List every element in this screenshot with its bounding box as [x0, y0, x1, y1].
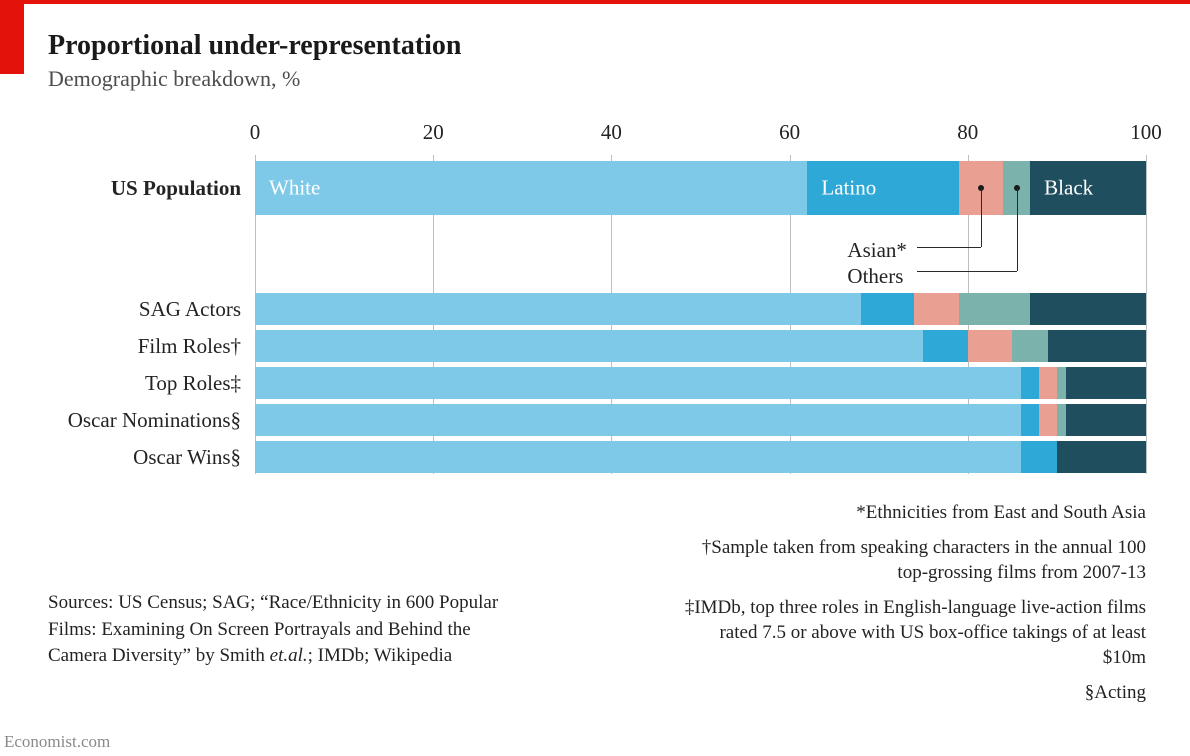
- axis-tick-label: 0: [250, 120, 261, 145]
- bar-row: US PopulationWhiteLatinoBlack: [255, 161, 1146, 215]
- sources: Sources: US Census; SAG; “Race/Ethnicity…: [48, 590, 508, 670]
- brand-red-block: [0, 4, 24, 74]
- segment-top-roles-white: [255, 367, 1021, 399]
- segment-top-roles-others: [1057, 367, 1066, 399]
- gridline: [1146, 155, 1147, 474]
- sources-prefix: Sources:: [48, 592, 118, 613]
- segment-sag-actors-others: [959, 293, 1030, 325]
- segment-us-population-black: Black: [1030, 161, 1146, 215]
- callout-leader-others-h: [917, 271, 1016, 272]
- segment-film-roles-asian: [968, 330, 1013, 362]
- segment-oscar-nominations-latino: [1021, 404, 1039, 436]
- segment-sag-actors-white: [255, 293, 861, 325]
- row-label-top-roles: Top Roles‡: [145, 367, 255, 399]
- segment-top-roles-latino: [1021, 367, 1039, 399]
- callout-leader-asian-h: [917, 247, 981, 248]
- segment-film-roles-others: [1012, 330, 1048, 362]
- segment-sag-actors-latino: [861, 293, 914, 325]
- row-label-us-population: US Population: [111, 161, 255, 215]
- axis-tick-label: 40: [601, 120, 622, 145]
- segment-label-latino: Latino: [821, 176, 876, 201]
- footnotes: *Ethnicities from East and South Asia †Sa…: [676, 500, 1146, 716]
- row-label-oscar-nominations: Oscar Nominations§: [68, 404, 255, 436]
- segment-film-roles-latino: [923, 330, 968, 362]
- footnote-line: †Sample taken from speaking characters i…: [676, 535, 1146, 585]
- segment-film-roles-black: [1048, 330, 1146, 362]
- segment-oscar-wins-latino: [1021, 441, 1057, 473]
- segment-oscar-nominations-asian: [1039, 404, 1057, 436]
- segment-oscar-wins-white: [255, 441, 1021, 473]
- axis-tick-label: 20: [423, 120, 444, 145]
- bar-row: Oscar Wins§: [255, 441, 1146, 473]
- segment-oscar-nominations-black: [1066, 404, 1146, 436]
- segment-label-black: Black: [1044, 176, 1093, 201]
- footnote-line: *Ethnicities from East and South Asia: [676, 500, 1146, 525]
- callout-asian-label: Asian*: [847, 237, 907, 263]
- axis-tick-label: 100: [1130, 120, 1162, 145]
- segment-oscar-nominations-white: [255, 404, 1021, 436]
- bar-row: Top Roles‡: [255, 367, 1146, 399]
- segment-sag-actors-black: [1030, 293, 1146, 325]
- callout-leader-asian-v: [981, 188, 982, 247]
- segment-label-white: White: [269, 176, 320, 201]
- callout-asian-others: Asian* Others: [847, 237, 907, 290]
- row-label-oscar-wins: Oscar Wins§: [133, 441, 255, 473]
- axis-tick-label: 60: [779, 120, 800, 145]
- bar-row: SAG Actors: [255, 293, 1146, 325]
- axis-tick-label: 80: [957, 120, 978, 145]
- segment-film-roles-white: [255, 330, 923, 362]
- sources-body-b: ; IMDb; Wikipedia: [308, 645, 453, 666]
- segment-oscar-wins-black: [1057, 441, 1146, 473]
- segment-sag-actors-asian: [914, 293, 959, 325]
- credit: Economist.com: [4, 732, 110, 752]
- segment-oscar-nominations-others: [1057, 404, 1066, 436]
- row-label-sag-actors: SAG Actors: [139, 293, 255, 325]
- bar-row: Oscar Nominations§: [255, 404, 1146, 436]
- segment-us-population-latino: Latino: [807, 161, 958, 215]
- footnote-line: ‡IMDb, top three roles in English-langua…: [676, 595, 1146, 670]
- row-label-film-roles: Film Roles†: [138, 330, 255, 362]
- callout-leader-others-v: [1017, 188, 1018, 271]
- segment-us-population-white: White: [255, 161, 807, 215]
- footnote-line: §Acting: [676, 680, 1146, 705]
- callout-others-label: Others: [847, 263, 907, 289]
- bar-row: Film Roles†: [255, 330, 1146, 362]
- segment-top-roles-black: [1066, 367, 1146, 399]
- segment-top-roles-asian: [1039, 367, 1057, 399]
- sources-italic: et.al.: [270, 645, 308, 666]
